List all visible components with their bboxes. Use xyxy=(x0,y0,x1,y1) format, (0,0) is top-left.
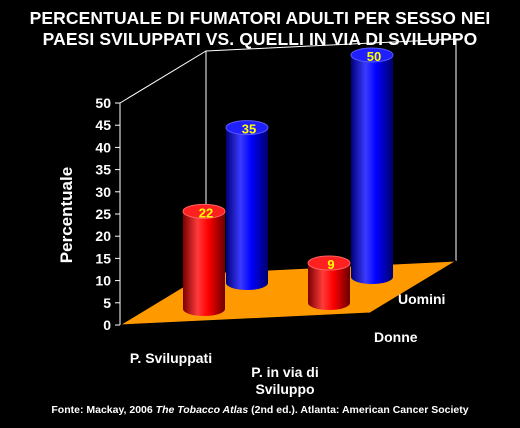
bar-data-label: 35 xyxy=(242,122,256,137)
y-axis-title: Percentuale xyxy=(57,167,76,263)
cylinder-bar-body xyxy=(183,211,225,316)
series-axis-label: Donne xyxy=(374,329,418,345)
bar-data-label: 50 xyxy=(367,49,381,64)
y-tick-label: 45 xyxy=(95,117,111,133)
source-book-title: The Tobacco Atlas xyxy=(155,404,249,416)
y-tick-label: 20 xyxy=(95,228,111,244)
cylinder-bar-top xyxy=(350,47,394,63)
y-tick-label: 30 xyxy=(95,184,111,200)
source-prefix: Fonte: Mackay, 2006 xyxy=(51,404,156,416)
cylinder-bar-top xyxy=(225,120,269,136)
category-axis-label: Sviluppo xyxy=(255,381,314,397)
cylinder-bar-body xyxy=(226,127,268,290)
y-tick-label: 10 xyxy=(95,273,111,289)
y-tick-label: 50 xyxy=(95,95,111,111)
category-axis-label: P. in via di xyxy=(251,364,318,380)
y-tick-label: 25 xyxy=(95,206,111,222)
cylinder-bar-body xyxy=(308,263,350,310)
chart-title: PERCENTUALE DI FUMATORI ADULTI PER SESSO… xyxy=(0,8,520,50)
source-note: Fonte: Mackay, 2006 The Tobacco Atlas (2… xyxy=(0,404,520,416)
chart-title-line-2: PAESI SVILUPPATI VS. QUELLI IN VIA DI SV… xyxy=(42,29,478,49)
y-tick-label: 5 xyxy=(103,295,111,311)
chart-title-line-1: PERCENTUALE DI FUMATORI ADULTI PER SESSO… xyxy=(29,8,491,28)
y-tick-label: 15 xyxy=(95,250,111,266)
y-tick-label: 40 xyxy=(95,139,111,155)
y-tick-label: 35 xyxy=(95,162,111,178)
category-axis-label: P. Sviluppati xyxy=(130,350,212,366)
series-axis-label: Uomini xyxy=(398,291,445,307)
bar-data-label: 9 xyxy=(327,257,334,272)
cylinder-bar-top xyxy=(307,255,351,271)
cylinder-bar-body xyxy=(351,55,393,284)
source-suffix: (2nd ed.). Atlanta: American Cancer Soci… xyxy=(248,404,469,416)
bar-data-label: 22 xyxy=(199,205,213,220)
y-tick-label: 0 xyxy=(103,317,111,333)
cylinder-bar-top xyxy=(182,203,226,219)
